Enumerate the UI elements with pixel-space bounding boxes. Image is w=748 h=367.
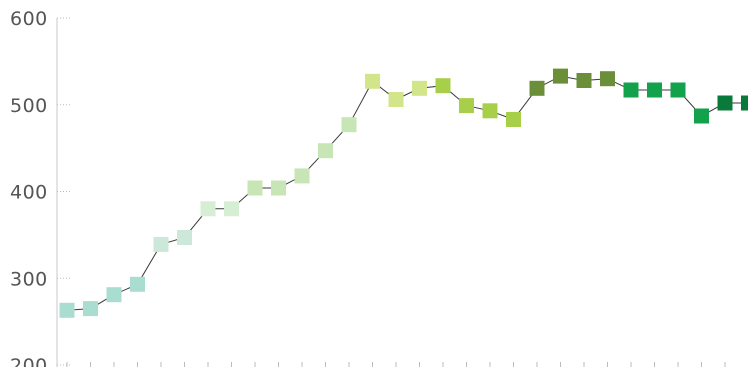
data-point-marker	[529, 80, 545, 96]
data-point-marker	[717, 95, 733, 111]
data-point-marker	[106, 287, 122, 303]
y-tick-label: 500	[10, 95, 48, 117]
y-tick-label: 200	[10, 355, 48, 367]
data-point-marker	[576, 73, 592, 88]
series-line-group	[66, 75, 748, 311]
y-tick-label: 300	[10, 268, 48, 290]
data-point-marker	[318, 143, 333, 159]
data-point-marker	[670, 82, 686, 98]
data-point-marker	[247, 180, 263, 196]
data-point-marker	[200, 201, 216, 217]
data-point-marker	[365, 73, 380, 89]
data-point-marker	[482, 103, 498, 119]
axes: 200 300 400 500 600	[10, 8, 726, 367]
data-point-marker	[294, 168, 310, 184]
data-point-marker	[506, 112, 521, 127]
data-point-marker	[623, 82, 639, 98]
data-point-marker	[388, 92, 404, 107]
y-tick-label: 600	[10, 8, 48, 30]
data-point-marker	[459, 98, 474, 114]
data-point-marker	[600, 71, 615, 87]
data-point-marker	[153, 236, 169, 252]
y-tick-label: 400	[10, 182, 48, 204]
data-point-marker	[412, 80, 427, 96]
data-point-marker	[341, 117, 357, 133]
data-point-marker	[694, 108, 709, 124]
data-point-marker	[741, 95, 748, 111]
series-line	[66, 75, 748, 311]
data-point-marker	[647, 82, 662, 98]
data-point-marker	[130, 276, 145, 292]
data-point-marker	[553, 68, 568, 84]
data-point-marker	[83, 301, 98, 317]
data-point-marker	[224, 201, 239, 217]
markers	[59, 68, 748, 318]
data-point-marker	[435, 78, 451, 94]
data-point-marker	[271, 180, 286, 196]
data-point-marker	[59, 302, 75, 318]
data-point-marker	[177, 230, 192, 245]
